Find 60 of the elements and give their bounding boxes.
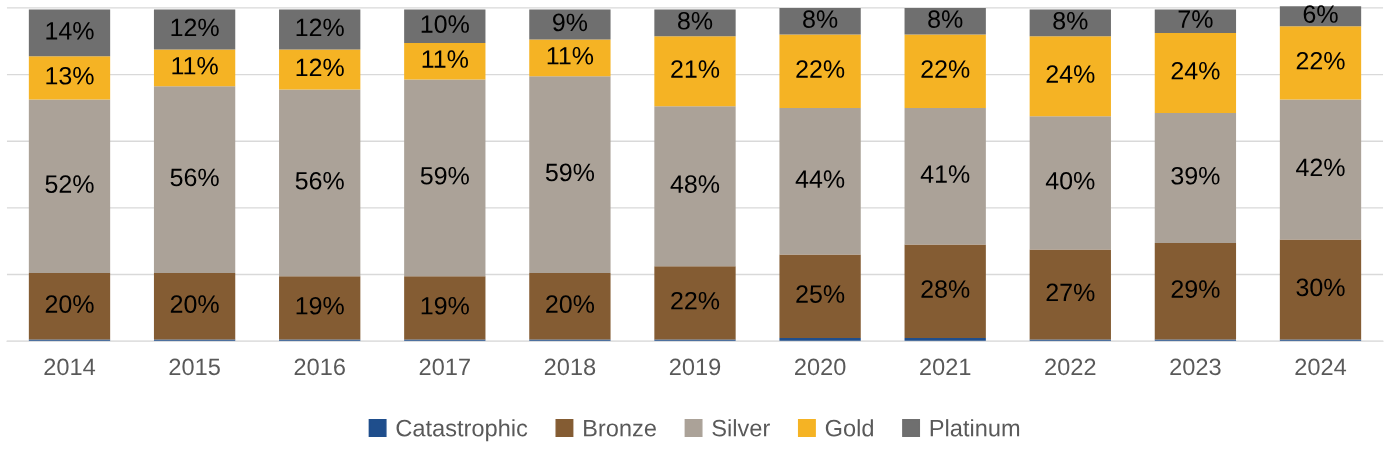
data-label: 7% <box>1178 10 1213 28</box>
data-label: 20% <box>546 295 595 313</box>
data-label: 14% <box>46 22 94 40</box>
data-label: 12% <box>296 18 344 37</box>
data-label: 44% <box>795 170 845 188</box>
data-label: 22% <box>671 291 720 310</box>
x-tick-label: 2018 <box>544 358 596 376</box>
data-label: 24% <box>1171 61 1220 80</box>
x-tick-label: 2023 <box>1170 358 1221 376</box>
x-tick-label: 2021 <box>920 358 971 376</box>
data-label: 12% <box>171 18 219 37</box>
x-tick-label: 2022 <box>1045 358 1096 376</box>
data-label: 42% <box>1296 158 1345 177</box>
data-label: 48% <box>670 175 720 193</box>
data-label: 19% <box>421 296 469 315</box>
x-tick-label: 2017 <box>419 358 470 376</box>
x-tick-label: 2016 <box>294 358 345 376</box>
x-tick-label: 2014 <box>44 358 96 376</box>
data-label: 40% <box>1045 171 1095 190</box>
data-label: 22% <box>1296 51 1345 70</box>
data-label: 13% <box>46 66 94 85</box>
data-label: 25% <box>796 285 845 303</box>
data-label: 8% <box>928 10 963 28</box>
data-label: 6% <box>1303 5 1338 23</box>
data-label: 27% <box>1046 283 1095 302</box>
data-label: 52% <box>45 175 94 193</box>
x-tick-label: 2020 <box>795 358 846 376</box>
legend-label: Bronze <box>584 420 656 437</box>
data-label: 11% <box>547 47 594 65</box>
data-label: 12% <box>296 58 344 77</box>
data-label: 20% <box>45 295 94 313</box>
legend-label: Platinum <box>930 419 1020 437</box>
data-label: 59% <box>420 166 469 185</box>
legend-label: Gold <box>825 419 873 437</box>
data-label: 8% <box>1053 11 1088 30</box>
data-label: 11% <box>422 50 469 68</box>
legend-label: Silver <box>712 419 770 437</box>
data-label: 10% <box>421 15 469 33</box>
data-label: 21% <box>671 60 720 78</box>
data-label: 56% <box>295 171 344 190</box>
data-label: 22% <box>921 60 970 78</box>
data-label: 20% <box>170 295 219 313</box>
data-label: 19% <box>296 296 344 315</box>
data-label: 9% <box>553 13 588 32</box>
data-label: 22% <box>796 60 845 78</box>
data-label: 29% <box>1171 280 1220 298</box>
data-label: 56% <box>170 168 219 187</box>
legend-label: Catastrophic <box>396 419 528 442</box>
x-tick-label: 2019 <box>669 358 721 376</box>
data-label: 8% <box>803 10 838 28</box>
data-label: 41% <box>920 165 970 183</box>
data-label: 59% <box>545 163 595 182</box>
x-tick-label: 2015 <box>169 358 220 376</box>
data-label: 28% <box>921 280 970 298</box>
data-label: 24% <box>1046 65 1095 83</box>
data-label: 39% <box>1171 166 1220 185</box>
data-label: 8% <box>678 11 713 30</box>
data-label: 11% <box>172 57 218 75</box>
x-tick-label: 2024 <box>1295 358 1347 376</box>
data-label: 30% <box>1296 278 1345 297</box>
